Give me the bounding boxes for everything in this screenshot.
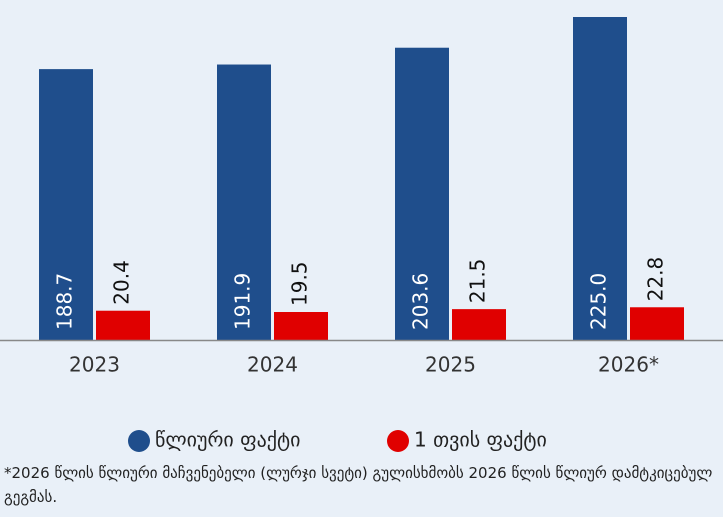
data-label: 191.9 bbox=[231, 273, 255, 330]
bar bbox=[39, 69, 93, 341]
data-label: 19.5 bbox=[288, 261, 312, 306]
bar bbox=[630, 307, 684, 340]
bar bbox=[395, 47, 449, 341]
bar bbox=[452, 309, 506, 340]
legend-marker bbox=[128, 430, 150, 452]
x-tick-label: 2026* bbox=[598, 353, 659, 377]
data-label: 203.6 bbox=[409, 273, 433, 330]
bar bbox=[274, 312, 328, 340]
x-tick-label: 2023 bbox=[69, 353, 120, 377]
legend-label: 1 თვის ფაქტი bbox=[414, 428, 547, 452]
data-label: 225.0 bbox=[587, 273, 611, 330]
bar bbox=[217, 64, 271, 340]
legend-label: წლიური ფაქტი bbox=[155, 428, 300, 452]
data-label: 188.7 bbox=[53, 273, 77, 330]
x-tick-label: 2024 bbox=[247, 353, 298, 377]
x-tick-label: 2025 bbox=[425, 353, 476, 377]
chart: წლიური ფაქტი 1 თვის ფაქტი 188.7 20.4 2023 19… bbox=[0, 17, 723, 452]
bar bbox=[573, 17, 627, 340]
legend-marker bbox=[387, 430, 409, 452]
data-label: 20.4 bbox=[110, 260, 134, 305]
data-label: 21.5 bbox=[466, 259, 490, 304]
legend: წლიური ფაქტი 1 თვის ფაქტი bbox=[128, 428, 547, 452]
footnote: *2026 წლის წლიური მაჩვენებელი (ლურჯი სვე… bbox=[4, 464, 713, 506]
data-label: 22.8 bbox=[644, 257, 668, 302]
bar bbox=[96, 310, 150, 340]
